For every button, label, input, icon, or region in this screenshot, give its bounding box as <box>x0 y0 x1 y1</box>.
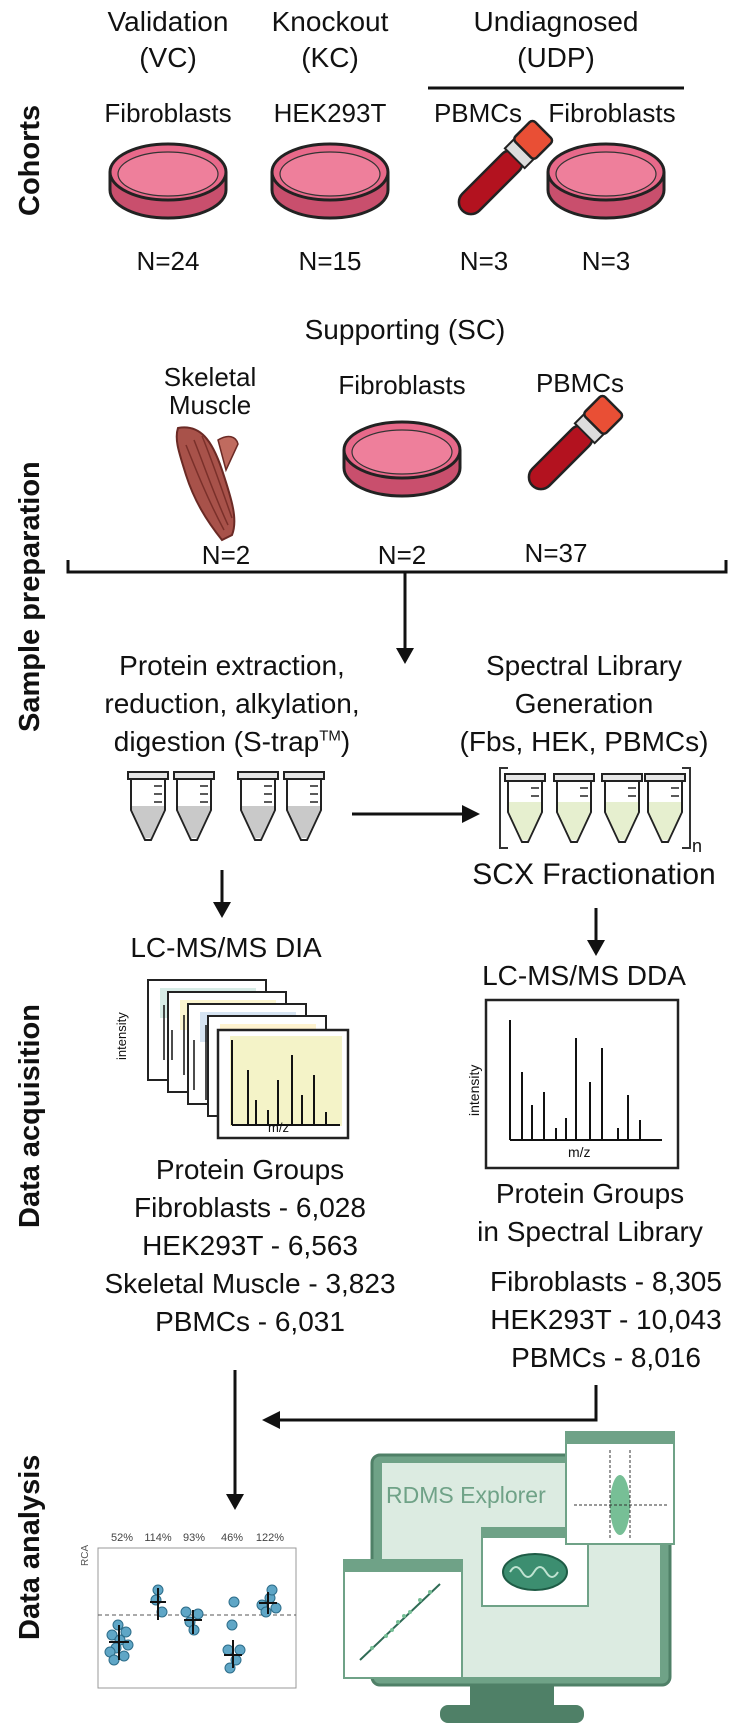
dda-title: LC-MS/MS DDA <box>482 960 686 991</box>
dia-title: LC-MS/MS DIA <box>130 932 322 963</box>
dia-spectra <box>147 979 350 1140</box>
blood-tube-udp <box>450 118 555 223</box>
vc-abbr: (VC) <box>139 42 197 73</box>
rca-percent-5: 122% <box>255 1532 285 1544</box>
kc-title: Knockout <box>271 6 389 37</box>
prep-left-line3-end: ) <box>340 726 351 757</box>
dda-y-label: intensity <box>466 1064 482 1116</box>
vc-title: Validation <box>107 6 229 37</box>
udp-sample-fibroblasts: Fibroblasts <box>548 98 676 128</box>
blood-tube-sc <box>520 393 625 498</box>
kc-abbr: (KC) <box>301 42 359 73</box>
rca-percent-2: 114% <box>144 1532 172 1544</box>
vc-sample: Fibroblasts <box>104 98 232 128</box>
right-row-hek293t: HEK293T - 10,043 <box>490 1304 722 1335</box>
right-row-fibroblasts: Fibroblasts - 8,305 <box>490 1266 722 1297</box>
vc-n: N=24 <box>136 246 200 276</box>
rdms-explorer-graphic <box>343 1431 675 1723</box>
dda-spectrum <box>484 998 680 1170</box>
dia-y-label: intensity <box>114 1012 129 1060</box>
scx-fractionation: SCX Fractionation <box>472 858 716 891</box>
skeletal-muscle-image <box>175 426 239 542</box>
udp-n-pbmcs: N=3 <box>459 246 509 276</box>
rca-axis-label: RCA <box>80 1544 91 1566</box>
prep-left-line1: Protein extraction, <box>119 650 345 681</box>
fraction-n-subscript: n <box>692 836 703 856</box>
right-protein-groups-heading: Protein Groups <box>495 1178 685 1209</box>
right-protein-groups-heading-2: in Spectral Library <box>477 1216 703 1247</box>
prep-right-line3: (Fbs, HEK, PBMCs) <box>459 726 709 757</box>
sc-n-pbmcs: N=37 <box>524 538 588 568</box>
dish-sc <box>342 420 462 498</box>
sc-fibroblasts: Fibroblasts <box>338 370 466 400</box>
right-row-pbmcs: PBMCs - 8,016 <box>511 1342 701 1373</box>
tm-mark: TM <box>319 727 341 745</box>
kc-n: N=15 <box>298 246 362 276</box>
prep-left-line2: reduction, alkylation, <box>104 688 360 719</box>
sc-n-fibroblasts: N=2 <box>377 540 427 570</box>
prep-right-line2: Generation <box>514 688 654 719</box>
rdms-explorer-title: RDMS Explorer <box>386 1482 546 1508</box>
udp-abbr: (UDP) <box>517 42 595 73</box>
rca-percent-1: 52% <box>110 1532 134 1544</box>
sc-muscle-line2: Muscle <box>168 390 252 420</box>
dish-kc <box>270 142 390 220</box>
udp-title: Undiagnosed <box>473 6 639 37</box>
prep-right-line1: Spectral Library <box>485 650 683 681</box>
rca-percent-3: 93% <box>182 1532 206 1544</box>
rca-percent-4: 46% <box>220 1532 244 1544</box>
dia-x-label: m/z <box>268 1120 289 1135</box>
supporting-title: Supporting (SC) <box>304 314 506 345</box>
sc-muscle-line1: Skeletal <box>163 362 257 392</box>
dish-vc <box>108 142 228 220</box>
left-row-hek293t: HEK293T - 6,563 <box>142 1230 358 1261</box>
left-protein-groups-heading: Protein Groups <box>155 1154 345 1185</box>
prep-left-line3: digestion (S-trapTM) <box>114 726 350 758</box>
left-row-pbmcs: PBMCs - 6,031 <box>155 1306 345 1337</box>
bracket <box>66 560 728 574</box>
udp-n-fibroblasts: N=3 <box>581 246 631 276</box>
sc-pbmcs: PBMCs <box>535 368 625 398</box>
left-row-fibroblasts: Fibroblasts - 6,028 <box>134 1192 366 1223</box>
dish-udp <box>546 142 666 220</box>
kc-sample: HEK293T <box>273 98 387 128</box>
rca-plot <box>97 1547 297 1689</box>
dda-x-label: m/z <box>568 1144 591 1160</box>
prep-left-line3-text: digestion (S-trap <box>113 726 320 757</box>
udp-sample-pbmcs: PBMCs <box>433 98 523 128</box>
sc-n-muscle: N=2 <box>201 540 251 570</box>
left-row-skeletal-muscle: Skeletal Muscle - 3,823 <box>104 1268 396 1299</box>
